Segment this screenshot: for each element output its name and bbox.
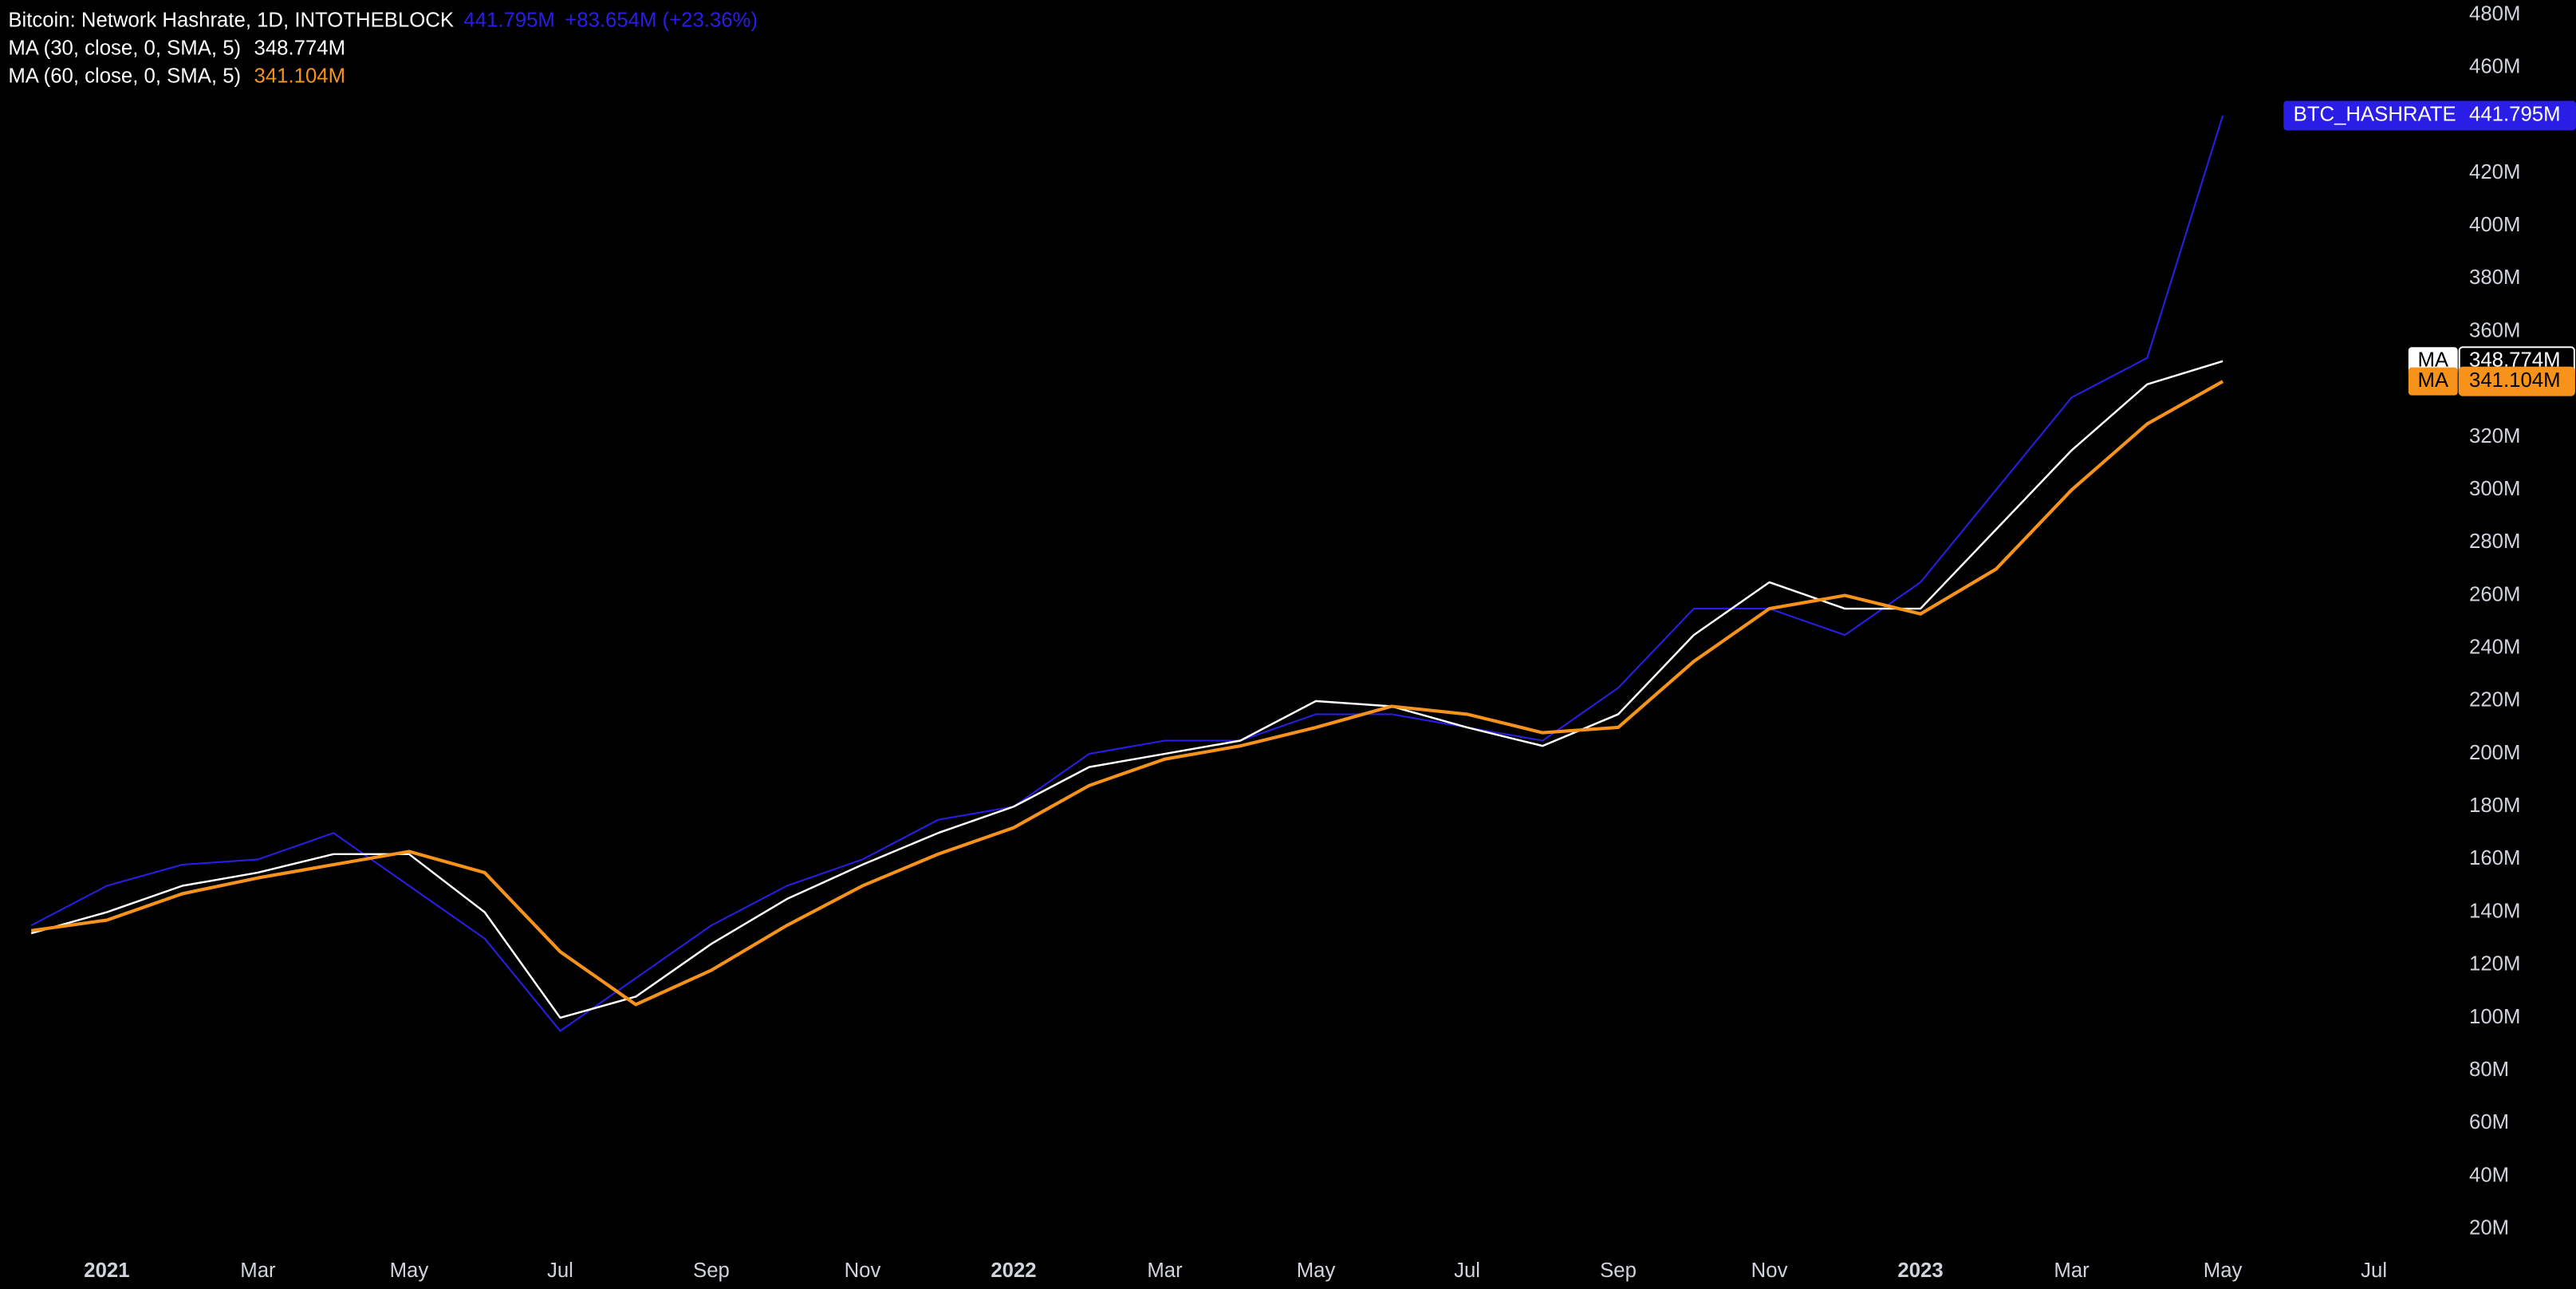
legend: Bitcoin: Network Hashrate, 1D, INTOTHEBL… bbox=[8, 10, 758, 88]
x-tick-label: 2022 bbox=[991, 1259, 1036, 1282]
x-tick-label: May bbox=[2204, 1259, 2243, 1282]
legend-change: +83.654M (+23.36%) bbox=[565, 10, 758, 32]
x-tick-label: Jul bbox=[1454, 1259, 1480, 1282]
legend-value: 341.104M bbox=[254, 65, 345, 88]
chart-title: Bitcoin: Network Hashrate, 1D, INTOTHEBL… bbox=[8, 10, 454, 32]
x-tick-label: Nov bbox=[1751, 1259, 1788, 1282]
legend-value: 348.774M bbox=[254, 37, 345, 60]
y-tick-label: 100M bbox=[2469, 1006, 2520, 1028]
x-tick-label: May bbox=[1297, 1259, 1336, 1282]
y-tick-label: 240M bbox=[2469, 636, 2520, 658]
x-tick-label: 2023 bbox=[1897, 1259, 1943, 1282]
price-label-name: BTC_HASHRATE bbox=[2294, 104, 2456, 126]
y-tick-label: 20M bbox=[2469, 1216, 2509, 1239]
y-tick-label: 40M bbox=[2469, 1164, 2509, 1186]
legend-label: MA (30, close, 0, SMA, 5) bbox=[8, 37, 241, 60]
legend-value: 441.795M bbox=[463, 10, 554, 32]
legend-label: MA (60, close, 0, SMA, 5) bbox=[8, 65, 241, 88]
x-tick-label: Sep bbox=[1600, 1259, 1637, 1282]
price-label-value: 441.795M bbox=[2469, 104, 2560, 126]
price-label-name-box bbox=[2408, 367, 2458, 396]
x-tick-label: Nov bbox=[845, 1259, 881, 1282]
series-line bbox=[30, 115, 2224, 1032]
x-tick-label: Mar bbox=[240, 1259, 276, 1282]
y-tick-label: 420M bbox=[2469, 161, 2520, 183]
y-tick-label: 300M bbox=[2469, 478, 2520, 500]
y-tick-label: 360M bbox=[2469, 319, 2520, 341]
y-tick-label: 180M bbox=[2469, 794, 2520, 817]
y-tick-label: 380M bbox=[2469, 266, 2520, 289]
x-tick-label: 2021 bbox=[84, 1259, 129, 1282]
y-tick-label: 220M bbox=[2469, 689, 2520, 712]
y-tick-label: 460M bbox=[2469, 56, 2520, 78]
y-tick-label: 120M bbox=[2469, 953, 2520, 976]
y-tick-label: 60M bbox=[2469, 1111, 2509, 1133]
x-tick-label: Sep bbox=[693, 1259, 730, 1282]
y-tick-label: 260M bbox=[2469, 583, 2520, 605]
series-line bbox=[30, 380, 2224, 1007]
y-tick-label: 400M bbox=[2469, 214, 2520, 236]
x-tick-label: May bbox=[390, 1259, 429, 1282]
y-tick-label: 200M bbox=[2469, 742, 2520, 764]
y-tick-label: 320M bbox=[2469, 425, 2520, 447]
y-tick-label: 280M bbox=[2469, 530, 2520, 553]
x-tick-label: Jul bbox=[2361, 1259, 2387, 1282]
price-label-value: 341.104M bbox=[2469, 369, 2560, 392]
price-label-box bbox=[2283, 101, 2576, 131]
x-tick-label: Jul bbox=[547, 1259, 573, 1282]
price-label-name: MA bbox=[2417, 369, 2448, 392]
y-tick-label: 80M bbox=[2469, 1058, 2509, 1081]
plot-area bbox=[30, 115, 2224, 1032]
price-label-box bbox=[2458, 366, 2575, 396]
y-tick-label: 480M bbox=[2469, 2, 2520, 25]
x-tick-label: Mar bbox=[1147, 1259, 1183, 1282]
y-tick-label: 140M bbox=[2469, 900, 2520, 922]
y-tick-label: 160M bbox=[2469, 847, 2520, 869]
x-tick-label: Mar bbox=[2054, 1259, 2090, 1282]
